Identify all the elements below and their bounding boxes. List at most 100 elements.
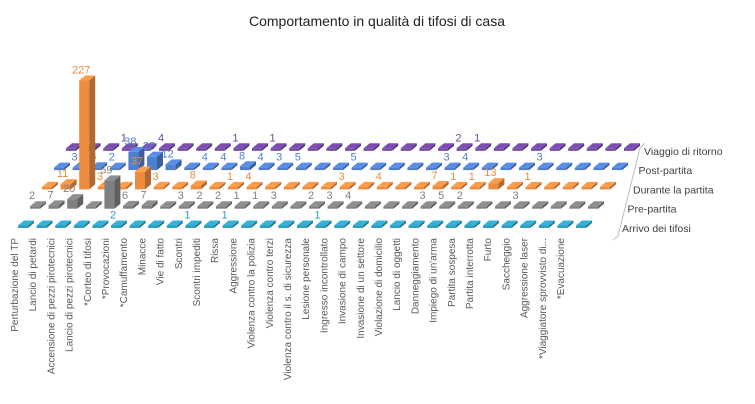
x-tick-label: Scontri impediti <box>192 238 203 306</box>
bar <box>314 162 331 171</box>
bar <box>512 143 529 151</box>
data-label: 13 <box>484 167 496 179</box>
data-label: 4 <box>376 171 382 183</box>
data-label: 3 <box>537 152 543 164</box>
bar <box>586 143 603 151</box>
bar <box>129 220 146 228</box>
data-label: 1 <box>525 171 531 183</box>
bar <box>216 201 232 209</box>
x-tick-label: Violenza contro il s. di sicurezza <box>283 238 294 381</box>
data-label: 7 <box>48 189 54 201</box>
bar <box>525 181 542 190</box>
bar <box>307 143 324 151</box>
data-label: 2 <box>110 210 116 222</box>
data-label: 1 <box>232 132 238 144</box>
data-label: 5 <box>438 190 444 202</box>
bar <box>557 220 574 228</box>
bar <box>233 143 250 151</box>
bar <box>382 143 399 151</box>
bar <box>271 201 288 209</box>
data-label: 1 <box>222 210 228 222</box>
bar <box>605 143 622 151</box>
bar <box>568 143 585 151</box>
bar <box>538 220 555 228</box>
bar <box>562 181 579 190</box>
bar <box>85 201 102 209</box>
bar <box>464 220 481 228</box>
data-label: 2 <box>196 190 202 202</box>
bar <box>252 143 268 151</box>
bar <box>383 201 400 209</box>
bar <box>407 162 424 171</box>
bar <box>456 143 473 151</box>
bar <box>438 143 454 151</box>
bar <box>346 201 363 209</box>
bar <box>240 161 256 171</box>
data-label: 2 <box>456 132 462 144</box>
bar <box>289 143 306 151</box>
bar <box>295 162 312 171</box>
bar <box>241 220 258 228</box>
x-tick-label: Saccheggio <box>501 238 512 291</box>
bar <box>444 162 461 171</box>
bar <box>400 143 417 151</box>
bar <box>135 166 151 190</box>
x-tick-label: Violenza contro terzi <box>265 238 276 328</box>
x-tick-label: Violenza contro la polizia <box>247 238 258 349</box>
data-label: 2 <box>308 190 314 202</box>
bar <box>327 201 344 209</box>
data-label: 2 <box>215 190 221 202</box>
bar <box>588 201 604 209</box>
bar <box>18 220 34 228</box>
depth-axis-label: Durante la partita <box>633 184 714 196</box>
bar <box>214 143 231 151</box>
x-tick-label: *Evacuazione <box>556 238 567 300</box>
bar <box>370 162 387 171</box>
data-label: 2 <box>457 190 463 202</box>
bar <box>612 162 628 171</box>
bar <box>48 200 65 209</box>
bar <box>532 201 549 209</box>
depth-axis-line <box>612 142 646 241</box>
x-tick-label: Danneggiamento <box>410 238 421 315</box>
bar <box>531 143 547 151</box>
bar <box>513 201 530 209</box>
x-tick-label: Lancio di pezzi pirotecnici <box>65 238 76 352</box>
bar <box>469 181 486 190</box>
bar <box>550 201 567 209</box>
bar <box>419 143 436 151</box>
bar <box>297 220 313 228</box>
x-tick-label: Furto <box>483 238 494 262</box>
data-label: 1 <box>474 132 480 144</box>
bar <box>556 162 573 171</box>
data-label: 7 <box>432 170 438 182</box>
bar <box>593 162 610 171</box>
bar <box>109 162 126 171</box>
bar <box>339 181 356 190</box>
bar <box>321 181 337 190</box>
bar <box>483 220 499 228</box>
data-label: 3 <box>276 152 282 164</box>
bar <box>159 143 175 151</box>
bar <box>222 220 239 228</box>
data-label: 227 <box>72 64 90 76</box>
bar <box>302 181 319 190</box>
data-label: 3 <box>271 190 277 202</box>
x-axis-labels: Perturbazione del TP Lancio di petardi Acc… <box>10 237 567 380</box>
bar <box>177 143 194 151</box>
x-tick-label: Minacce <box>137 238 148 276</box>
data-label: 1 <box>315 210 321 222</box>
bar <box>204 220 220 228</box>
x-tick-label: *Provocazioni <box>101 238 112 299</box>
x-tick-label: Impiego di un'arma <box>429 238 440 323</box>
bar <box>148 220 165 228</box>
depth-axis-label: Viaggio di ritorno <box>644 146 723 158</box>
bar <box>576 220 592 228</box>
data-label: 37 <box>131 156 143 168</box>
x-tick-label: Lancio di oggetti <box>392 238 403 311</box>
bar <box>160 201 177 209</box>
data-label: 2 <box>29 190 35 202</box>
x-tick-label: Scontri <box>174 238 185 269</box>
bar <box>457 201 474 209</box>
